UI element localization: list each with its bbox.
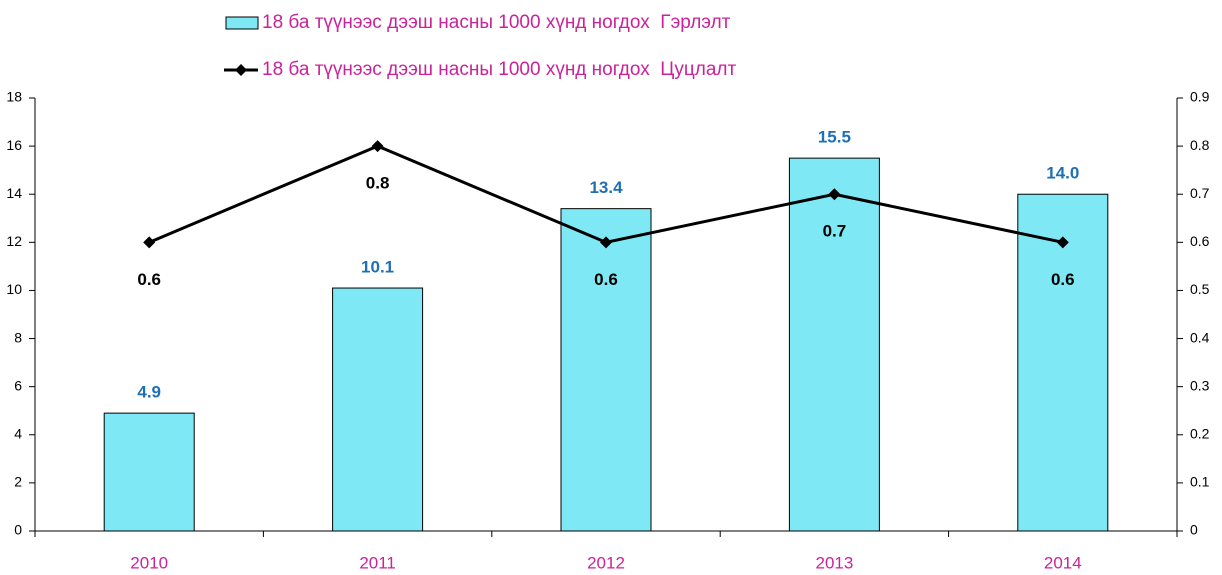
line-value-label: 0.6 [594,270,618,289]
bar [788,157,880,532]
bar-value-label: 15.5 [818,128,851,147]
bar [332,287,424,532]
line-marker [371,140,384,153]
legend-swatch [225,16,259,30]
line-marker [600,236,612,249]
y2-tick-label: 0.1 [1190,474,1210,490]
line-marker [1056,236,1069,249]
bar-value-label: 4.9 [137,383,161,402]
y2-tick-label: 0.2 [1190,425,1210,441]
y-tick-label: 4 [14,425,22,441]
line-value-label: 0.6 [1051,270,1075,289]
y-tick-label: 10 [6,281,22,297]
y2-tick-label: 0.5 [1190,281,1210,297]
y-tick-label: 12 [6,233,22,249]
y-tick-label: 0 [14,522,22,538]
y2-tick-label: 0.9 [1190,89,1210,105]
y-tick-label: 14 [6,185,22,201]
bar-value-label: 14.0 [1046,164,1079,183]
line-marker [143,236,156,249]
y-tick-label: 8 [14,329,22,345]
x-tick-label: 2014 [1044,553,1082,572]
legend-marker [235,64,247,76]
y2-tick-label: 0.8 [1190,137,1210,153]
bar [560,208,652,532]
line-marker [828,188,841,201]
y2-tick-label: 0.3 [1190,377,1210,393]
y-tick-label: 2 [14,474,22,490]
y-tick-label: 18 [6,89,22,105]
bar [1017,193,1109,532]
x-tick-label: 2011 [359,553,396,572]
y2-tick-label: 0.6 [1190,233,1210,249]
y2-tick-label: 0.4 [1190,329,1210,345]
bar [103,412,195,532]
y2-tick-label: 0.7 [1190,185,1210,201]
bar-value-label: 10.1 [361,258,394,277]
line-value-label: 0.8 [366,174,390,193]
x-tick-label: 2012 [587,553,625,572]
bar-value-label: 13.4 [589,178,623,197]
legend-label: 18 ба түүнээс дээш насны 1000 хүнд ногдо… [262,12,731,33]
x-tick-label: 2010 [130,553,168,572]
y-tick-label: 6 [14,377,22,393]
x-tick-label: 2013 [815,553,853,572]
line-value-label: 0.6 [137,270,161,289]
line-value-label: 0.7 [823,222,847,241]
legend-label: 18 ба түүнээс дээш насны 1000 хүнд ногдо… [262,59,736,80]
y2-tick-label: 0 [1190,522,1198,538]
y-tick-label: 16 [6,137,22,153]
